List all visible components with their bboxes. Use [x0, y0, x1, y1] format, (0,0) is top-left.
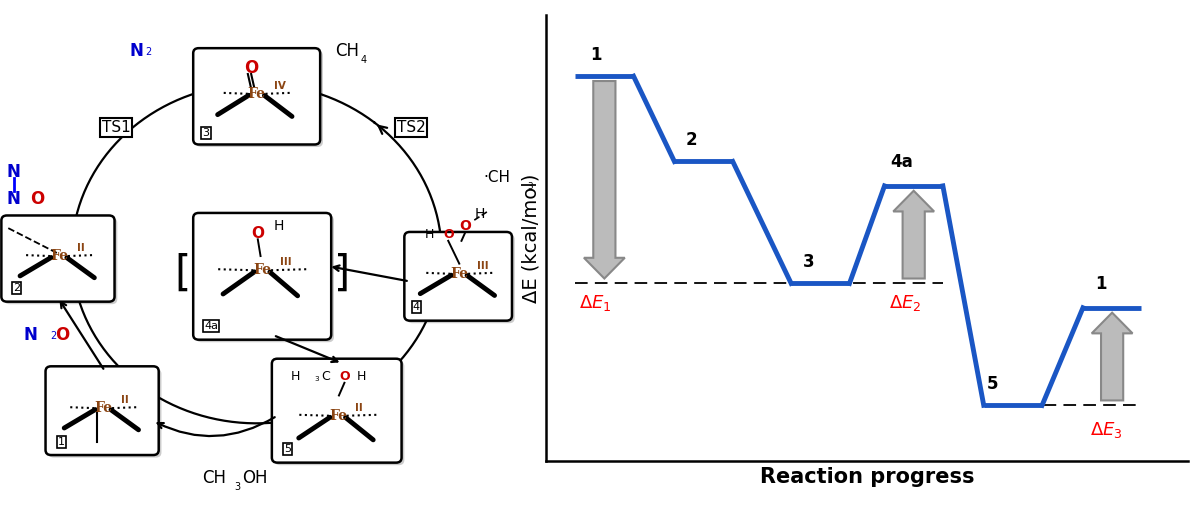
- FancyBboxPatch shape: [1, 215, 114, 302]
- FancyBboxPatch shape: [196, 51, 323, 147]
- Text: 4a: 4a: [204, 321, 218, 331]
- FancyBboxPatch shape: [193, 48, 320, 144]
- Text: Fe: Fe: [253, 263, 271, 277]
- Text: 4a: 4a: [890, 153, 913, 171]
- Text: O: O: [251, 226, 264, 241]
- Text: II: II: [355, 403, 364, 413]
- Text: 5: 5: [986, 375, 998, 393]
- Text: Fe: Fe: [450, 267, 468, 281]
- FancyArrow shape: [584, 81, 625, 278]
- Text: 2: 2: [686, 131, 697, 149]
- Text: $\Delta E_1$: $\Delta E_1$: [580, 293, 612, 313]
- Text: CH: CH: [335, 42, 359, 60]
- Text: 5: 5: [284, 444, 292, 454]
- Text: N: N: [7, 163, 20, 182]
- Text: IV: IV: [275, 81, 287, 91]
- Text: 1: 1: [58, 437, 65, 447]
- Text: OH: OH: [241, 468, 268, 487]
- Text: Fe: Fe: [247, 87, 265, 101]
- Text: $_3$: $_3$: [234, 479, 241, 493]
- FancyBboxPatch shape: [272, 359, 402, 462]
- X-axis label: Reaction progress: Reaction progress: [760, 467, 974, 487]
- Text: O: O: [340, 370, 349, 383]
- Text: $_4$: $_4$: [360, 52, 367, 66]
- Text: O: O: [30, 190, 44, 208]
- Text: III: III: [280, 257, 292, 267]
- Text: $_3$: $_3$: [313, 374, 319, 384]
- Text: N: N: [24, 325, 37, 344]
- Text: 1: 1: [590, 46, 601, 64]
- FancyArrow shape: [1092, 313, 1133, 401]
- Text: TS1: TS1: [102, 120, 131, 135]
- Text: 1: 1: [1094, 275, 1106, 293]
- Text: 3: 3: [803, 253, 815, 271]
- Text: 4: 4: [413, 302, 420, 312]
- Text: III: III: [476, 261, 488, 271]
- Text: C: C: [322, 370, 330, 383]
- Text: H: H: [274, 219, 284, 233]
- Text: O: O: [443, 228, 454, 241]
- Text: N: N: [7, 190, 20, 208]
- FancyBboxPatch shape: [193, 213, 331, 340]
- Text: H: H: [356, 370, 366, 383]
- Text: $_3$: $_3$: [527, 179, 534, 192]
- Y-axis label: ΔE (kcal/mol): ΔE (kcal/mol): [522, 173, 540, 303]
- FancyBboxPatch shape: [404, 232, 512, 321]
- Text: O: O: [55, 325, 70, 344]
- Text: $_2$: $_2$: [145, 44, 152, 58]
- Text: Fe: Fe: [329, 409, 347, 423]
- FancyBboxPatch shape: [46, 366, 158, 455]
- Text: O: O: [460, 219, 472, 233]
- Text: II: II: [121, 395, 128, 405]
- FancyBboxPatch shape: [407, 234, 515, 323]
- Text: O: O: [244, 59, 258, 78]
- Text: $\Delta E_3$: $\Delta E_3$: [1090, 420, 1123, 440]
- Text: 3: 3: [203, 128, 210, 138]
- FancyBboxPatch shape: [196, 215, 334, 342]
- Text: ]: ]: [334, 253, 350, 295]
- Text: H: H: [475, 207, 486, 221]
- Text: Fe: Fe: [95, 401, 113, 415]
- Text: TS2: TS2: [397, 120, 426, 135]
- Text: H: H: [290, 370, 300, 383]
- Text: N: N: [130, 42, 144, 60]
- FancyBboxPatch shape: [275, 361, 404, 465]
- Text: Fe: Fe: [50, 249, 68, 263]
- Text: H: H: [425, 228, 434, 241]
- Text: $\Delta E_2$: $\Delta E_2$: [889, 293, 922, 313]
- FancyArrow shape: [893, 191, 934, 278]
- Text: [: [: [174, 253, 191, 295]
- Text: $_2$: $_2$: [49, 328, 58, 342]
- Text: ·CH: ·CH: [484, 170, 510, 185]
- Text: II: II: [77, 243, 84, 253]
- Text: CH: CH: [202, 468, 226, 487]
- FancyBboxPatch shape: [48, 369, 162, 457]
- FancyBboxPatch shape: [4, 218, 118, 304]
- Text: 2: 2: [13, 283, 20, 293]
